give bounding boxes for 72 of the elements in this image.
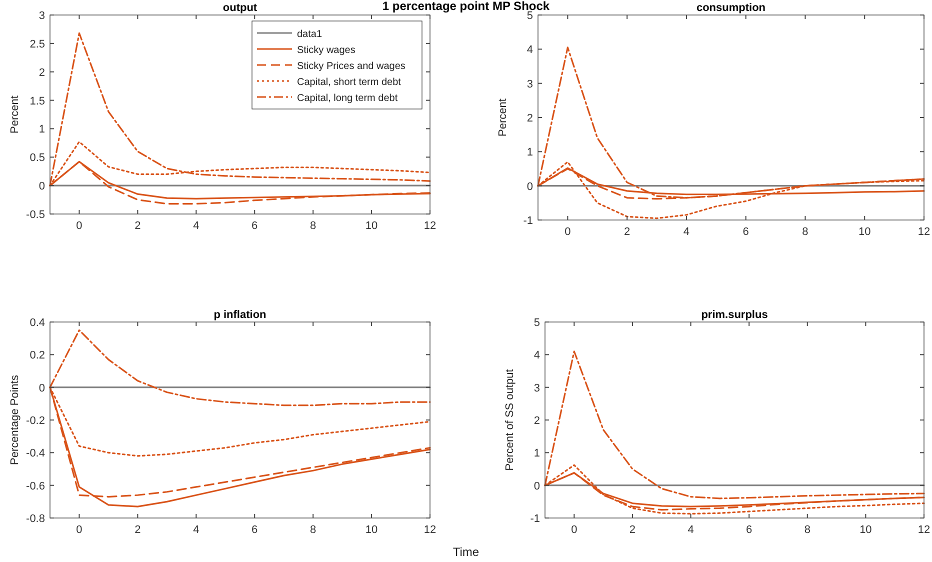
x-tick-label: 4 (683, 226, 690, 238)
y-axis-title: Percent (497, 98, 509, 136)
x-tick-label: 2 (134, 524, 141, 536)
y-tick-label: -1 (523, 215, 533, 227)
y-tick-label: -0.6 (26, 480, 45, 492)
y-tick-label: -0.5 (26, 209, 45, 221)
chart-title: consumption (696, 2, 766, 14)
legend-label: Capital, short term debt (297, 77, 402, 88)
y-tick-label: 0 (534, 480, 540, 492)
x-tick-label: 12 (424, 220, 436, 232)
legend-label: Sticky wages (297, 45, 356, 56)
x-tick-label: 8 (310, 524, 316, 536)
legend-label: data1 (297, 29, 322, 40)
y-tick-label: 1 (534, 448, 540, 460)
y-tick-label: 0.2 (30, 350, 45, 362)
x-tick-label: 10 (365, 524, 378, 536)
y-tick-label: 2 (526, 112, 533, 124)
y-tick-label: 1 (38, 124, 45, 136)
y-axis-title: Percent of SS output (504, 369, 516, 471)
y-tick-label: 5 (534, 317, 540, 329)
y-axis-title: Percentage Points (9, 374, 21, 465)
y-tick-label: 0.4 (30, 317, 45, 329)
x-tick-label: 12 (424, 524, 436, 536)
x-tick-label: 0 (571, 524, 578, 536)
legend-label: Sticky Prices and wages (297, 61, 406, 72)
x-tick-label: 4 (193, 524, 200, 536)
y-tick-label: 4 (534, 350, 540, 362)
x-tick-label: 2 (134, 220, 141, 232)
y-tick-label: 2 (534, 415, 540, 427)
x-tick-label: 4 (193, 220, 200, 232)
y-tick-label: 0 (38, 180, 45, 193)
x-tick-label: 12 (918, 226, 930, 238)
x-tick-label: 8 (310, 220, 316, 232)
y-tick-label: 2 (38, 66, 45, 79)
x-tick-label: 8 (802, 226, 808, 238)
chart-title: prim.surplus (701, 309, 768, 321)
y-tick-label: 4 (526, 44, 533, 56)
x-tick-label: 12 (918, 524, 930, 536)
y-tick-label: 0 (526, 180, 533, 193)
x-tick-label: 10 (858, 226, 871, 238)
x-tick-label: 8 (804, 524, 810, 536)
y-tick-label: 1 (526, 146, 533, 159)
x-tick-label: 6 (252, 220, 258, 232)
y-tick-label: 5 (526, 10, 533, 22)
x-tick-label: 0 (564, 226, 571, 238)
y-tick-label: -0.8 (26, 513, 45, 525)
y-tick-label: 3 (534, 382, 540, 394)
y-tick-label: 3 (526, 78, 533, 90)
legend-label: Capital, long term debt (297, 93, 398, 104)
x-tick-label: 4 (688, 524, 694, 536)
x-tick-label: 0 (76, 524, 82, 536)
y-tick-label: 0 (38, 382, 45, 394)
x-tick-label: 2 (629, 524, 636, 536)
x-tick-label: 2 (624, 226, 630, 238)
chart-title: p inflation (214, 309, 267, 321)
y-tick-label: 0.5 (30, 152, 45, 164)
y-tick-label: -0.2 (26, 415, 45, 427)
x-tick-label: 0 (76, 220, 82, 232)
y-axis-title: Percent (9, 96, 21, 134)
y-tick-label: 1.5 (30, 95, 45, 108)
x-tick-label: 6 (252, 524, 258, 536)
y-tick-label: 2.5 (30, 38, 45, 50)
text: 1 percentage point MP Shock (382, 0, 550, 13)
y-tick-label: -1 (530, 513, 540, 525)
x-axis-title: Time (452, 545, 480, 559)
x-tick-label: 6 (746, 524, 752, 536)
x-tick-label: 6 (742, 226, 749, 238)
x-tick-label: 10 (860, 524, 872, 536)
y-tick-label: 3 (38, 10, 45, 22)
chart-title: output (222, 2, 258, 14)
y-tick-label: -0.4 (26, 448, 45, 460)
x-tick-label: 10 (365, 220, 378, 232)
